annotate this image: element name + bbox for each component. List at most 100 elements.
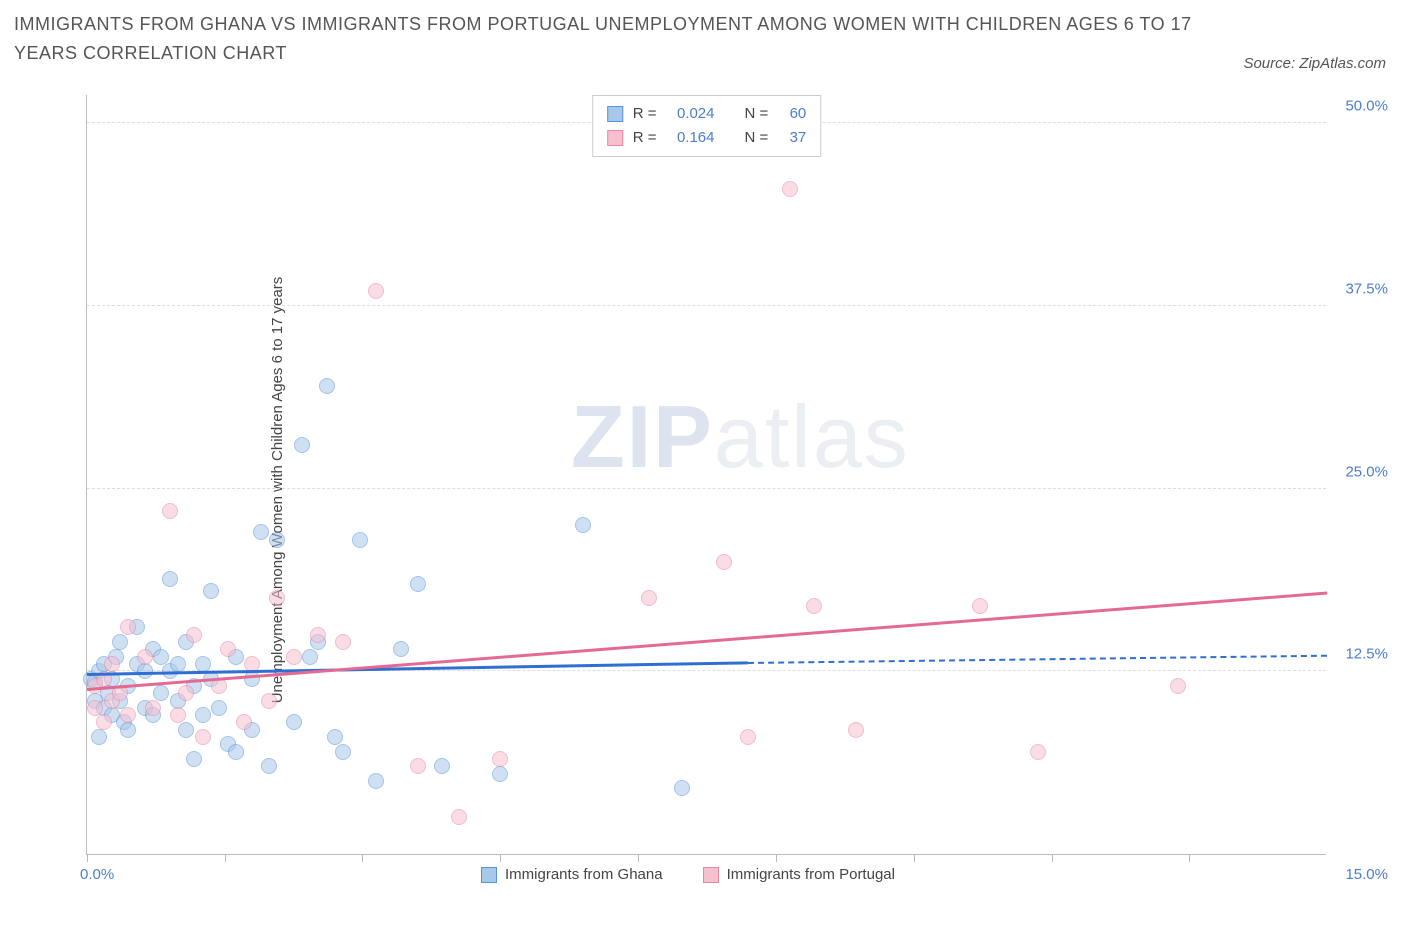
scatter-point	[261, 758, 277, 774]
scatter-point	[178, 722, 194, 738]
scatter-point	[286, 714, 302, 730]
legend-swatch	[703, 867, 719, 883]
trend-line-extrapolated	[748, 655, 1327, 664]
r-label: R =	[633, 126, 657, 150]
scatter-point	[186, 751, 202, 767]
x-tick	[362, 854, 363, 862]
scatter-point	[368, 773, 384, 789]
legend-series-item: Immigrants from Ghana	[481, 866, 663, 883]
scatter-point	[327, 729, 343, 745]
scatter-point	[261, 693, 277, 709]
scatter-point	[368, 283, 384, 299]
scatter-point	[236, 714, 252, 730]
scatter-point	[286, 649, 302, 665]
x-tick	[776, 854, 777, 862]
scatter-point	[112, 634, 128, 650]
scatter-point	[393, 641, 409, 657]
scatter-point	[335, 634, 351, 650]
scatter-point	[716, 554, 732, 570]
scatter-point	[410, 758, 426, 774]
scatter-point	[162, 503, 178, 519]
scatter-point	[120, 722, 136, 738]
scatter-point	[1170, 678, 1186, 694]
chart-container: Unemployment Among Women with Children A…	[50, 95, 1326, 885]
x-tick	[1189, 854, 1190, 862]
scatter-point	[302, 649, 318, 665]
scatter-point	[492, 766, 508, 782]
scatter-point	[335, 744, 351, 760]
scatter-point	[434, 758, 450, 774]
x-tick	[638, 854, 639, 862]
scatter-point	[120, 619, 136, 635]
scatter-point	[352, 532, 368, 548]
scatter-point	[575, 517, 591, 533]
legend-series-label: Immigrants from Portugal	[727, 866, 895, 883]
trend-line	[87, 591, 1327, 690]
scatter-point	[253, 524, 269, 540]
x-axis-max-label: 15.0%	[1345, 866, 1388, 883]
scatter-point	[186, 627, 202, 643]
legend-stat-row: R = 0.024 N = 60	[607, 102, 807, 126]
n-label: N =	[745, 102, 769, 126]
scatter-point	[87, 700, 103, 716]
scatter-point	[162, 571, 178, 587]
legend-stat-row: R = 0.164 N = 37	[607, 126, 807, 150]
y-tick-label: 12.5%	[1345, 646, 1388, 663]
scatter-point	[120, 707, 136, 723]
scatter-point	[806, 598, 822, 614]
plot-area: ZIPatlas R =0.024N =60R =0.164N =37 12.5…	[86, 95, 1326, 855]
n-value: 60	[778, 102, 806, 126]
scatter-point	[203, 583, 219, 599]
n-value: 37	[778, 126, 806, 150]
scatter-point	[96, 714, 112, 730]
scatter-point	[145, 700, 161, 716]
source-attribution: Source: ZipAtlas.com	[1243, 55, 1386, 72]
r-label: R =	[633, 102, 657, 126]
n-label: N =	[745, 126, 769, 150]
scatter-point	[269, 532, 285, 548]
legend-swatch	[607, 106, 623, 122]
scatter-point	[170, 707, 186, 723]
scatter-point	[848, 722, 864, 738]
x-tick	[500, 854, 501, 862]
legend-series: Immigrants from Ghana Immigrants from Por…	[50, 866, 1326, 883]
legend-series-item: Immigrants from Portugal	[703, 866, 895, 883]
scatter-point	[674, 780, 690, 796]
r-value: 0.164	[667, 126, 715, 150]
gridline	[87, 488, 1326, 489]
gridline	[87, 305, 1326, 306]
scatter-point	[451, 809, 467, 825]
scatter-point	[641, 590, 657, 606]
scatter-point	[153, 685, 169, 701]
scatter-point	[244, 671, 260, 687]
scatter-point	[195, 729, 211, 745]
scatter-point	[178, 685, 194, 701]
y-tick-label: 25.0%	[1345, 463, 1388, 480]
legend-stats: R = 0.024 N = 60 R = 0.164 N = 37	[592, 95, 822, 157]
scatter-point	[170, 656, 186, 672]
scatter-point	[220, 641, 236, 657]
scatter-point	[310, 627, 326, 643]
scatter-point	[319, 378, 335, 394]
scatter-point	[740, 729, 756, 745]
r-value: 0.024	[667, 102, 715, 126]
y-tick-label: 37.5%	[1345, 280, 1388, 297]
scatter-point	[153, 649, 169, 665]
x-tick	[87, 854, 88, 862]
scatter-point	[137, 649, 153, 665]
legend-series-label: Immigrants from Ghana	[505, 866, 663, 883]
scatter-point	[972, 598, 988, 614]
scatter-point	[195, 656, 211, 672]
scatter-point	[782, 181, 798, 197]
scatter-point	[104, 656, 120, 672]
scatter-point	[410, 576, 426, 592]
legend-swatch	[481, 867, 497, 883]
x-tick	[914, 854, 915, 862]
legend-swatch	[607, 130, 623, 146]
chart-title: IMMIGRANTS FROM GHANA VS IMMIGRANTS FROM…	[14, 10, 1206, 68]
scatter-point	[228, 744, 244, 760]
scatter-point	[91, 729, 107, 745]
x-tick	[1052, 854, 1053, 862]
scatter-point	[211, 700, 227, 716]
x-tick	[225, 854, 226, 862]
